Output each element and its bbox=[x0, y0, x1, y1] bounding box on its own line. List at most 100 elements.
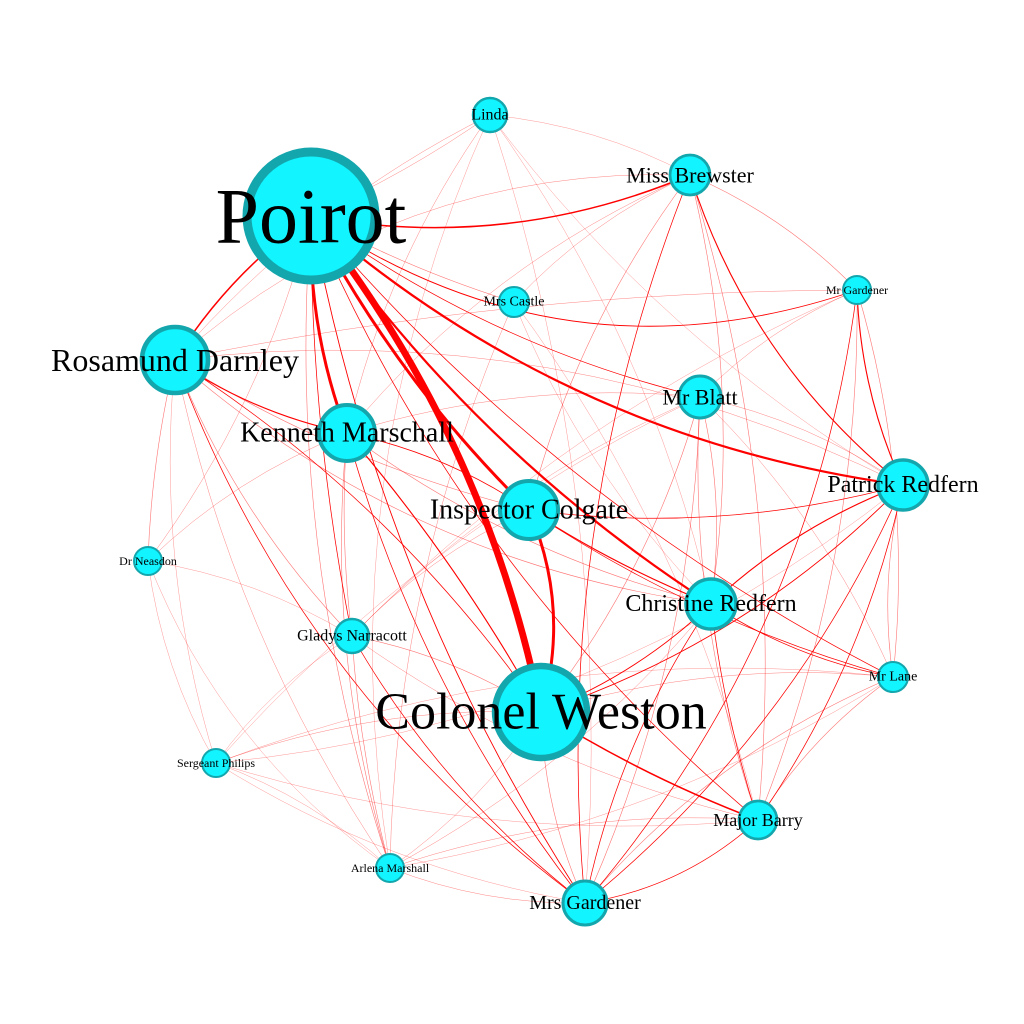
edge-linda-patrick-redfern bbox=[489, 114, 904, 486]
node-circle-colonel-weston[interactable] bbox=[491, 662, 591, 762]
edge-inspector-colgate-miss-brewster bbox=[528, 174, 691, 511]
edge-poirot-major-barry bbox=[310, 215, 759, 821]
node-major-barry[interactable]: Major Barry bbox=[713, 799, 803, 841]
edge-kenneth-marschall-mr-blatt bbox=[346, 392, 701, 434]
node-label-miss-brewster: Miss Brewster bbox=[626, 163, 754, 188]
node-mr-gardener[interactable]: Mr Gardener bbox=[826, 275, 888, 305]
node-label-mr-gardener: Mr Gardener bbox=[826, 283, 888, 297]
edge-linda-christine-redfern bbox=[489, 114, 712, 605]
node-label-mrs-castle: Mrs Castle bbox=[483, 295, 544, 310]
edge-patrick-redfern-mrs-gardener bbox=[584, 484, 904, 904]
edge-patrick-redfern-major-barry bbox=[757, 484, 904, 821]
node-patrick-redfern[interactable]: Patrick Redfern bbox=[827, 458, 979, 512]
node-circle-miss-brewster[interactable] bbox=[668, 153, 712, 197]
edge-dr-neasdon-arlena-marshall bbox=[147, 560, 391, 869]
node-circle-mr-gardener[interactable] bbox=[842, 275, 872, 305]
edge-kenneth-marschall-linda bbox=[346, 114, 491, 434]
node-circle-major-barry[interactable] bbox=[737, 799, 779, 841]
edge-kenneth-marschall-mrs-gardener bbox=[346, 432, 586, 904]
nodes-layer: Poirot Colonel Weston Rosamund Darnley Kenn… bbox=[51, 96, 979, 927]
edge-miss-brewster-mr-gardener bbox=[689, 174, 858, 291]
edge-major-barry-arlena-marshall bbox=[389, 817, 759, 869]
edge-poirot-arlena-marshall bbox=[305, 215, 391, 869]
node-label-christine-redfern: Christine Redfern bbox=[625, 591, 796, 617]
node-circle-sergeant-philips[interactable] bbox=[201, 748, 231, 778]
edge-gladys-narracott-arlena-marshall bbox=[351, 635, 391, 869]
edge-inspector-colgate-patrick-redfern bbox=[528, 484, 904, 519]
node-label-patrick-redfern: Patrick Redfern bbox=[827, 472, 978, 498]
edge-rosamund-darnley-miss-brewster bbox=[174, 174, 691, 361]
node-circle-kenneth-marschall[interactable] bbox=[317, 403, 377, 463]
node-label-dr-neasdon: Dr Neasdon bbox=[119, 554, 177, 568]
edge-major-barry-mr-lane bbox=[757, 676, 894, 821]
edge-miss-brewster-mrs-gardener bbox=[577, 174, 691, 904]
edge-christine-redfern-miss-brewster bbox=[689, 174, 724, 605]
edge-poirot-patrick-redfern bbox=[309, 214, 905, 487]
node-mrs-gardener[interactable]: Mrs Gardener bbox=[529, 879, 641, 927]
node-label-sergeant-philips: Sergeant Philips bbox=[177, 756, 255, 770]
node-label-poirot: Poirot bbox=[216, 173, 407, 260]
node-circle-linda[interactable] bbox=[471, 96, 509, 134]
node-rosamund-darnley[interactable]: Rosamund Darnley bbox=[51, 324, 299, 396]
node-mr-blatt[interactable]: Mr Blatt bbox=[662, 374, 738, 420]
node-kenneth-marschall[interactable]: Kenneth Marschall bbox=[240, 403, 454, 463]
edge-miss-brewster-kenneth-marschall bbox=[346, 174, 691, 434]
edge-mrs-castle-christine-redfern bbox=[513, 301, 712, 605]
edge-linda-arlena-marshall bbox=[372, 114, 491, 869]
node-arlena-marshall[interactable]: Arlena Marshall bbox=[351, 853, 430, 883]
node-circle-poirot[interactable] bbox=[242, 147, 380, 285]
edge-patrick-redfern-mr-gardener bbox=[856, 289, 904, 486]
edge-colonel-weston-patrick-redfern bbox=[540, 484, 904, 713]
node-circle-dr-neasdon[interactable] bbox=[133, 546, 163, 576]
edge-gladys-narracott-dr-neasdon bbox=[147, 560, 353, 637]
node-circle-mr-blatt[interactable] bbox=[677, 374, 723, 420]
edge-mrs-gardener-sergeant-philips bbox=[215, 762, 586, 904]
node-sergeant-philips[interactable]: Sergeant Philips bbox=[177, 748, 255, 778]
node-label-linda: Linda bbox=[471, 107, 508, 124]
edge-patrick-redfern-christine-redfern bbox=[710, 484, 904, 605]
edge-mrs-castle-arlena-marshall bbox=[389, 301, 515, 869]
node-inspector-colgate[interactable]: Inspector Colgate bbox=[430, 478, 628, 542]
node-label-major-barry: Major Barry bbox=[713, 810, 802, 830]
edge-miss-brewster-linda bbox=[489, 114, 691, 176]
node-circle-patrick-redfern[interactable] bbox=[876, 458, 930, 512]
edge-major-barry-mrs-gardener bbox=[584, 819, 759, 904]
edge-rosamund-darnley-mrs-gardener bbox=[174, 359, 586, 904]
edge-rosamund-darnley-patrick-redfern bbox=[174, 349, 904, 486]
node-label-colonel-weston: Colonel Weston bbox=[375, 684, 706, 741]
node-colonel-weston[interactable]: Colonel Weston bbox=[375, 662, 707, 762]
node-gladys-narracott[interactable]: Gladys Narracott bbox=[297, 617, 407, 655]
edge-poirot-mr-lane bbox=[310, 215, 894, 678]
node-circle-mrs-gardener[interactable] bbox=[561, 879, 609, 927]
edge-christine-redfern-major-barry bbox=[710, 603, 759, 821]
edge-mr-blatt-sergeant-philips bbox=[215, 396, 701, 764]
node-mrs-castle[interactable]: Mrs Castle bbox=[483, 285, 545, 319]
edge-rosamund-darnley-sergeant-philips bbox=[169, 359, 217, 764]
edge-mr-gardener-mr-blatt bbox=[699, 289, 858, 398]
node-circle-inspector-colgate[interactable] bbox=[497, 478, 561, 542]
node-circle-mr-lane[interactable] bbox=[876, 660, 910, 694]
node-miss-brewster[interactable]: Miss Brewster bbox=[626, 153, 755, 197]
edge-poirot-christine-redfern bbox=[309, 214, 713, 606]
node-poirot[interactable]: Poirot bbox=[216, 147, 407, 285]
node-christine-redfern[interactable]: Christine Redfern bbox=[625, 577, 797, 631]
node-label-arlena-marshall: Arlena Marshall bbox=[351, 861, 430, 875]
edge-mr-lane-arlena-marshall bbox=[389, 676, 894, 869]
node-circle-christine-redfern[interactable] bbox=[684, 577, 738, 631]
edge-mrs-gardener-gladys-narracott bbox=[351, 635, 586, 904]
node-circle-arlena-marshall[interactable] bbox=[375, 853, 405, 883]
node-circle-rosamund-darnley[interactable] bbox=[139, 324, 211, 396]
edge-kenneth-marschall-dr-neasdon bbox=[147, 432, 348, 562]
edge-rosamund-darnley-christine-redfern bbox=[174, 359, 712, 605]
edge-mr-gardener-major-barry bbox=[757, 289, 858, 821]
node-dr-neasdon[interactable]: Dr Neasdon bbox=[119, 546, 177, 576]
edge-poirot-mr-gardener bbox=[310, 215, 858, 327]
node-label-mr-lane: Mr Lane bbox=[869, 670, 918, 685]
node-circle-gladys-narracott[interactable] bbox=[333, 617, 371, 655]
node-mr-lane[interactable]: Mr Lane bbox=[869, 660, 918, 694]
edge-major-barry-sergeant-philips bbox=[215, 762, 759, 827]
node-circle-mrs-castle[interactable] bbox=[497, 285, 531, 319]
node-label-gladys-narracott: Gladys Narracott bbox=[297, 628, 407, 645]
edge-christine-redfern-mrs-gardener bbox=[584, 603, 712, 904]
node-linda[interactable]: Linda bbox=[471, 96, 509, 134]
